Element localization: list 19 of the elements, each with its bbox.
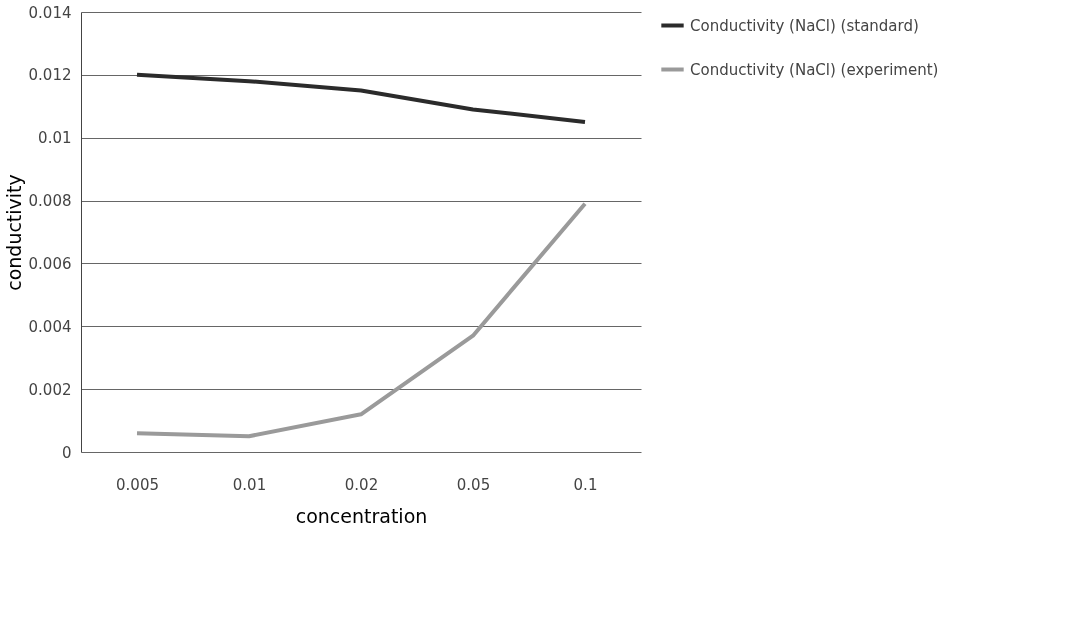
x-tick-label: 0.05 — [456, 475, 491, 494]
x-tick-label: 0.02 — [344, 475, 379, 494]
x-tick-label: 0.1 — [573, 475, 598, 494]
y-tick-label: 0.012 — [28, 66, 72, 85]
y-tick-label: 0.008 — [28, 192, 72, 211]
line-series — [135, 72, 587, 124]
y-tick-label: 0 — [61, 443, 72, 462]
y-tick-label: 0.006 — [28, 254, 72, 273]
legend-label: Conductivity (NaCl) (standard) — [690, 16, 919, 35]
legend-label: Conductivity (NaCl) (experiment) — [690, 60, 939, 79]
line-series — [135, 201, 587, 439]
y-axis-title: conductivity — [2, 174, 25, 291]
y-tick-label: 0.01 — [38, 129, 72, 148]
x-tick-label: 0.01 — [232, 475, 267, 494]
y-tick-label: 0.014 — [28, 3, 72, 22]
y-tick-label: 0.004 — [28, 317, 72, 336]
x-axis-title: concentration — [295, 504, 428, 527]
y-tick-label: 0.002 — [28, 380, 72, 399]
x-tick-label: 0.005 — [116, 475, 159, 494]
